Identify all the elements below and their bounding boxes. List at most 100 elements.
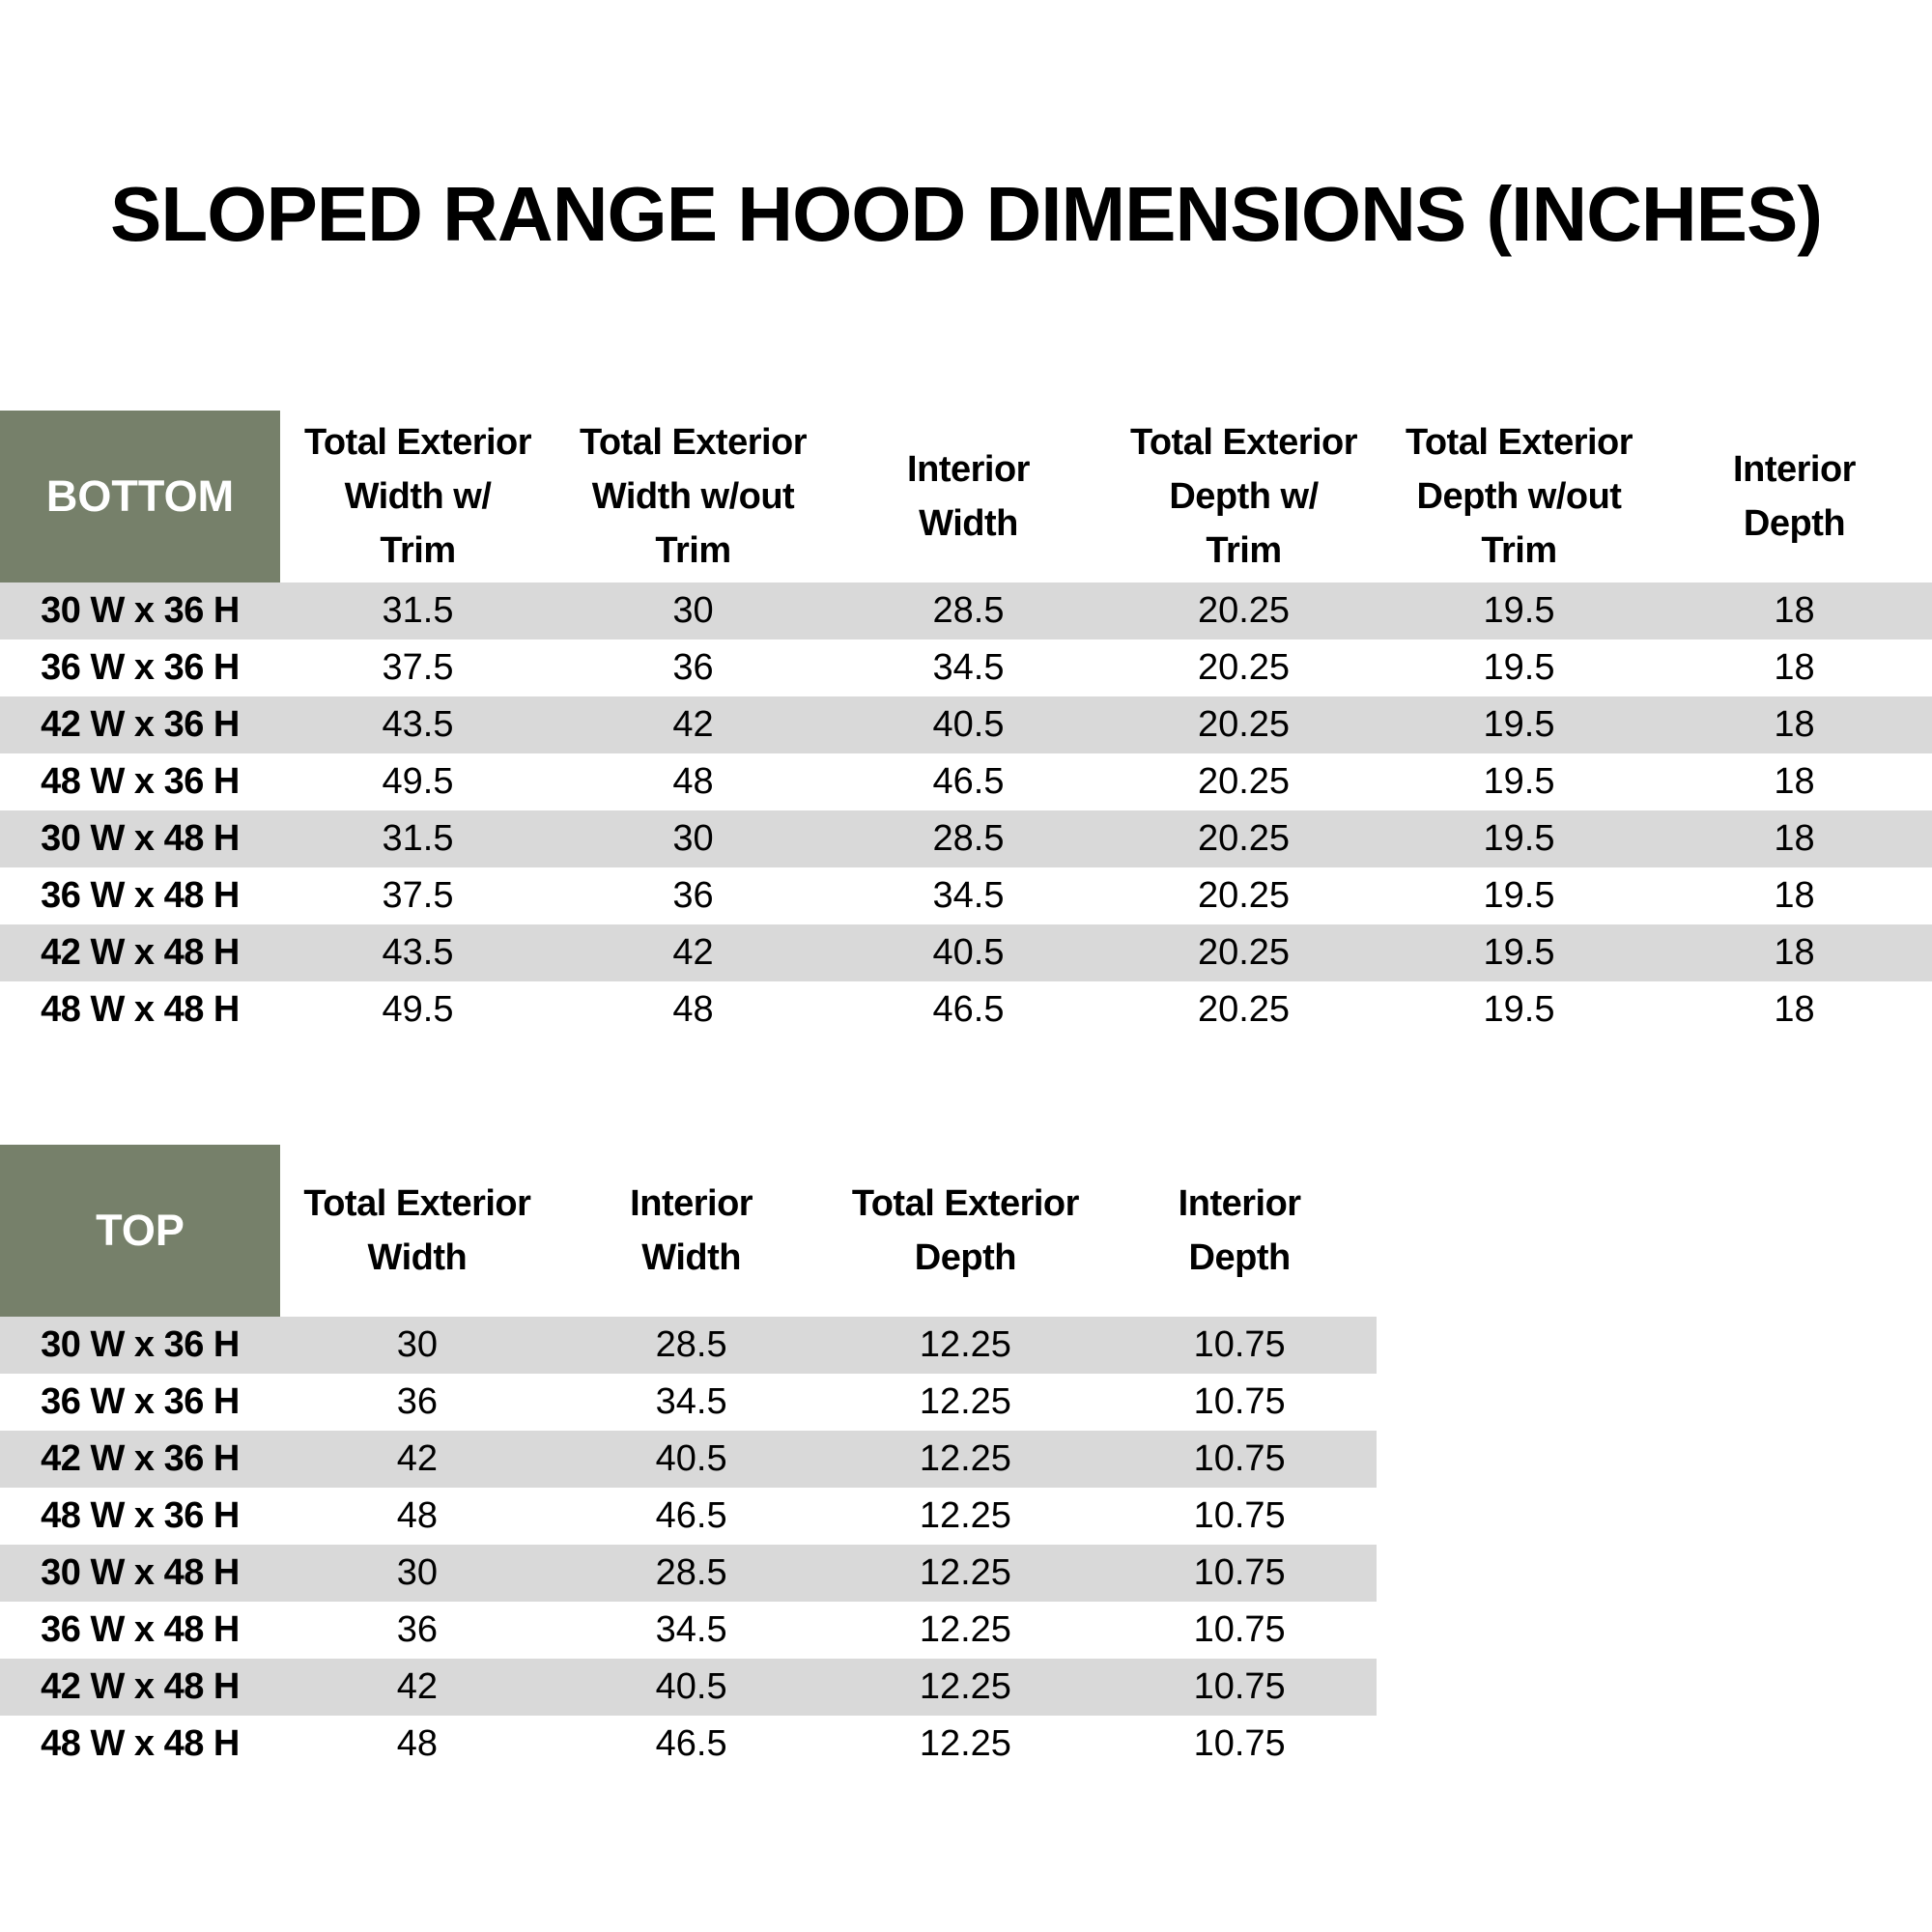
column-header: Total Exterior Width w/out Trim <box>579 422 808 571</box>
dimension-value-cell: 19.5 <box>1483 989 1555 1030</box>
row-size-label: 36 W x 48 H <box>41 875 240 916</box>
dimension-value-cell: 49.5 <box>382 761 454 802</box>
dimension-value-cell: 36 <box>672 647 714 688</box>
dimension-value-cell: 34.5 <box>932 647 1005 688</box>
dimension-value-cell: 28.5 <box>655 1324 727 1365</box>
dimension-value-cell: 46.5 <box>655 1495 727 1536</box>
row-size-label: 42 W x 48 H <box>41 932 240 973</box>
table-row: 36 W x 48 H 37.5 36 34.5 20.25 19.5 18 <box>0 867 1932 924</box>
dimension-value-cell: 12.25 <box>919 1552 1011 1593</box>
column-header: Total Exterior Depth w/out Trim <box>1405 422 1634 571</box>
bottom-table-header-row: BOTTOM Total Exterior Width w/ Trim Total… <box>0 411 1932 582</box>
dimension-value-cell: 19.5 <box>1483 647 1555 688</box>
row-size-label: 30 W x 48 H <box>41 1552 240 1593</box>
row-size-label: 36 W x 36 H <box>41 1381 240 1422</box>
table-row: 36 W x 36 H 36 34.5 12.25 10.75 <box>0 1374 1377 1431</box>
dimension-value-cell: 48 <box>672 761 714 802</box>
row-size-label: 42 W x 36 H <box>41 1438 240 1479</box>
dimension-value-cell: 18 <box>1774 932 1815 973</box>
dimension-value-cell: 19.5 <box>1483 704 1555 745</box>
dimension-value-cell: 34.5 <box>932 875 1005 916</box>
dimension-value-cell: 10.75 <box>1193 1381 1286 1422</box>
top-table-header-row: TOP Total Exterior Width Interior Width To… <box>0 1145 1377 1317</box>
column-header: Total Exterior Depth <box>851 1183 1080 1278</box>
bottom-table-corner-label: BOTTOM <box>0 411 280 582</box>
row-size-label: 42 W x 48 H <box>41 1666 240 1707</box>
dimension-value-cell: 46.5 <box>932 761 1005 802</box>
dimension-value-cell: 20.25 <box>1197 704 1291 745</box>
dimension-value-cell: 20.25 <box>1197 818 1291 859</box>
table-row: 42 W x 48 H 43.5 42 40.5 20.25 19.5 18 <box>0 924 1932 981</box>
dimension-value-cell: 12.25 <box>919 1666 1011 1707</box>
row-size-label: 48 W x 36 H <box>41 761 240 802</box>
table-row: 36 W x 36 H 37.5 36 34.5 20.25 19.5 18 <box>0 639 1932 696</box>
dimension-value-cell: 20.25 <box>1197 647 1291 688</box>
row-size-label: 48 W x 48 H <box>41 989 240 1030</box>
table-row: 48 W x 48 H 49.5 48 46.5 20.25 19.5 18 <box>0 981 1932 1038</box>
table-row: 36 W x 48 H 36 34.5 12.25 10.75 <box>0 1602 1377 1659</box>
dimension-value-cell: 46.5 <box>655 1723 727 1764</box>
dimension-value-cell: 19.5 <box>1483 932 1555 973</box>
column-header: Interior Width <box>907 449 1030 544</box>
dimension-value-cell: 19.5 <box>1483 875 1555 916</box>
dimension-value-cell: 10.75 <box>1193 1609 1286 1650</box>
dimension-value-cell: 40.5 <box>932 704 1005 745</box>
table-row: 48 W x 48 H 48 46.5 12.25 10.75 <box>0 1716 1377 1773</box>
dimension-value-cell: 36 <box>396 1381 439 1422</box>
dimension-value-cell: 19.5 <box>1483 590 1555 631</box>
bottom-dimensions-table: BOTTOM Total Exterior Width w/ Trim Total… <box>0 411 1932 1038</box>
dimension-value-cell: 43.5 <box>382 932 454 973</box>
table-row: 42 W x 36 H 43.5 42 40.5 20.25 19.5 18 <box>0 696 1932 753</box>
dimension-value-cell: 31.5 <box>382 590 454 631</box>
dimension-value-cell: 31.5 <box>382 818 454 859</box>
dimension-value-cell: 42 <box>396 1438 439 1479</box>
row-size-label: 30 W x 48 H <box>41 818 240 859</box>
bottom-table-body: 30 W x 36 H 31.5 30 28.5 20.25 19.5 18 36 W x 3… <box>0 582 1932 1038</box>
column-header: Total Exterior Depth w/ Trim <box>1129 422 1358 571</box>
table-row: 42 W x 36 H 42 40.5 12.25 10.75 <box>0 1431 1377 1488</box>
dimension-value-cell: 46.5 <box>932 989 1005 1030</box>
table-row: 30 W x 48 H 30 28.5 12.25 10.75 <box>0 1545 1377 1602</box>
dimension-value-cell: 10.75 <box>1193 1438 1286 1479</box>
dimension-value-cell: 48 <box>396 1495 439 1536</box>
dimension-value-cell: 42 <box>672 704 714 745</box>
row-size-label: 30 W x 36 H <box>41 590 240 631</box>
dimension-value-cell: 28.5 <box>932 590 1005 631</box>
dimension-value-cell: 18 <box>1774 647 1815 688</box>
column-header: Interior Depth <box>1178 1183 1301 1278</box>
dimension-value-cell: 20.25 <box>1197 875 1291 916</box>
table-row: 48 W x 36 H 48 46.5 12.25 10.75 <box>0 1488 1377 1545</box>
dimension-value-cell: 34.5 <box>655 1381 727 1422</box>
dimension-value-cell: 10.75 <box>1193 1495 1286 1536</box>
dimension-value-cell: 12.25 <box>919 1495 1011 1536</box>
dimension-value-cell: 20.25 <box>1197 590 1291 631</box>
table-row: 30 W x 48 H 31.5 30 28.5 20.25 19.5 18 <box>0 810 1932 867</box>
dimension-value-cell: 10.75 <box>1193 1723 1286 1764</box>
table-row: 48 W x 36 H 49.5 48 46.5 20.25 19.5 18 <box>0 753 1932 810</box>
row-size-label: 36 W x 36 H <box>41 647 240 688</box>
dimension-value-cell: 30 <box>672 818 714 859</box>
dimension-value-cell: 20.25 <box>1197 761 1291 802</box>
dimension-value-cell: 20.25 <box>1197 989 1291 1030</box>
dimension-value-cell: 36 <box>396 1609 439 1650</box>
dimension-value-cell: 34.5 <box>655 1609 727 1650</box>
page-title: SLOPED RANGE HOOD DIMENSIONS (INCHES) <box>109 171 1823 257</box>
dimension-value-cell: 18 <box>1774 818 1815 859</box>
row-size-label: 42 W x 36 H <box>41 704 240 745</box>
dimension-value-cell: 40.5 <box>655 1666 727 1707</box>
dimension-value-cell: 12.25 <box>919 1609 1011 1650</box>
dimension-value-cell: 12.25 <box>919 1324 1011 1365</box>
dimension-value-cell: 30 <box>396 1552 439 1593</box>
row-size-label: 30 W x 36 H <box>41 1324 240 1365</box>
dimension-value-cell: 40.5 <box>655 1438 727 1479</box>
table-row: 30 W x 36 H 30 28.5 12.25 10.75 <box>0 1317 1377 1374</box>
row-size-label: 48 W x 36 H <box>41 1495 240 1536</box>
row-size-label: 48 W x 48 H <box>41 1723 240 1764</box>
dimension-value-cell: 12.25 <box>919 1381 1011 1422</box>
dimension-value-cell: 10.75 <box>1193 1666 1286 1707</box>
dimension-value-cell: 48 <box>672 989 714 1030</box>
column-header: Interior Depth <box>1733 449 1856 544</box>
row-size-label: 36 W x 48 H <box>41 1609 240 1650</box>
dimension-value-cell: 37.5 <box>382 875 454 916</box>
